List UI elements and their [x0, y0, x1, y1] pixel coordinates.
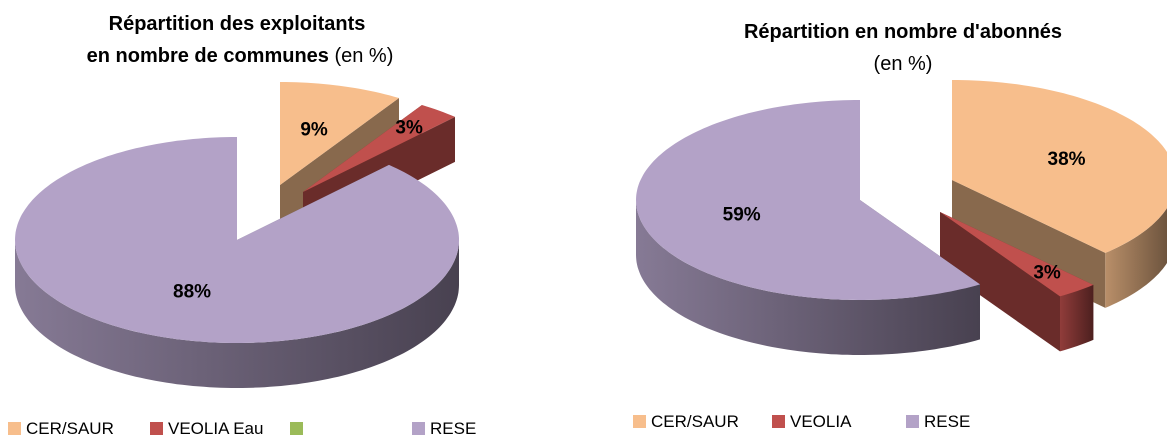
slice-wall: [1060, 284, 1094, 352]
legend-label: RESE: [924, 412, 970, 431]
legend-swatch: [633, 415, 646, 428]
legend-swatch: [412, 422, 425, 435]
slice-wall: [15, 240, 459, 388]
data-label: 3%: [1033, 263, 1061, 284]
chart-title: en nombre de communes (en %): [87, 45, 394, 67]
chart-title: Répartition en nombre d'abonnés: [744, 21, 1062, 43]
legend-swatch: [290, 422, 303, 435]
legend-swatch: [8, 422, 21, 435]
legend-swatch: [906, 415, 919, 428]
chart-subtitle: (en %): [334, 45, 393, 67]
legend-label: CER/SAUR: [651, 412, 739, 431]
legend-label: CER/SAUR: [26, 419, 114, 438]
slice-wall: [1105, 208, 1167, 308]
data-label: 3%: [395, 118, 423, 139]
legend-swatch: [150, 422, 163, 435]
data-label: 59%: [723, 204, 761, 225]
chart-title: Répartition des exploitants: [109, 13, 366, 35]
data-label: 38%: [1048, 149, 1086, 170]
slice-wall: [636, 200, 980, 355]
slice-cut-face: [940, 212, 1060, 352]
legend-label: RESE: [430, 419, 476, 438]
chart-subtitle: (en %): [874, 53, 933, 75]
pie-slice: [940, 212, 1094, 297]
legend-swatch: [772, 415, 785, 428]
pie-slice: [303, 105, 455, 192]
pie-slice: [280, 82, 399, 185]
pie-slice: [15, 137, 459, 343]
data-label: 88%: [173, 282, 211, 303]
pie-slice: [952, 80, 1167, 253]
pie-slice: [636, 100, 980, 300]
legend-label: VEOLIA Eau: [168, 419, 263, 438]
data-label: 9%: [300, 120, 328, 141]
chart-title: en nombre de communes: [87, 45, 329, 67]
legend-label: VEOLIA: [790, 412, 852, 431]
